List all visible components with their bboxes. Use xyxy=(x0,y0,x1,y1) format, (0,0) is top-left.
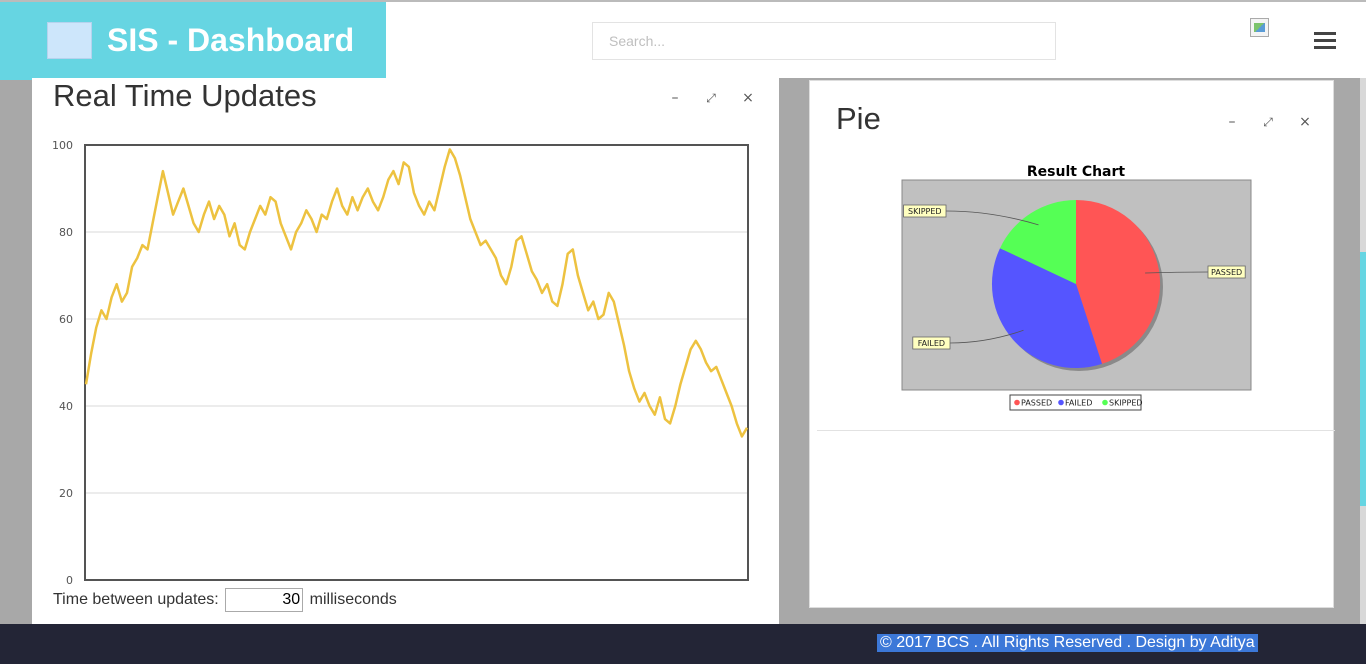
legend-marker xyxy=(1058,399,1064,406)
minimize-icon[interactable]: – xyxy=(671,90,679,106)
legend-entry: PASSED xyxy=(1021,399,1052,408)
pie-label-connector xyxy=(949,329,1024,344)
logo-icon[interactable] xyxy=(47,22,92,59)
y-tick-label: 60 xyxy=(59,313,73,326)
pie-panel-title: Pie xyxy=(836,101,881,136)
y-tick-label: 0 xyxy=(66,574,73,587)
top-bar: SIS - Dashboard xyxy=(0,0,1366,80)
realtime-panel: Real Time Updates – ⤢ × 100 80 60 40 20 0 Tim… xyxy=(32,78,779,624)
update-interval-label: Time between updates: xyxy=(53,591,219,609)
pie-slice-passed[interactable] xyxy=(1076,199,1161,364)
pie-label-box xyxy=(1207,265,1246,279)
pie-label-connector xyxy=(1145,271,1209,274)
legend-entry: FAILED xyxy=(1065,399,1092,408)
close-icon[interactable]: × xyxy=(742,90,754,106)
footer-copyright: © 2017 BCS . All Rights Reserved . Desig… xyxy=(877,634,1258,652)
update-interval-unit: milliseconds xyxy=(309,591,397,609)
legend-marker xyxy=(1102,399,1108,406)
pie-legend-box xyxy=(1009,394,1142,411)
legend-marker xyxy=(1014,399,1020,406)
hamburger-icon[interactable] xyxy=(1314,32,1336,52)
close-icon[interactable]: × xyxy=(1299,114,1311,130)
realtime-panel-title: Real Time Updates xyxy=(53,78,317,113)
pie-slice-label: SKIPPED xyxy=(908,207,942,216)
avatar-icon[interactable] xyxy=(1250,18,1269,37)
y-tick-label: 20 xyxy=(59,487,73,500)
brand-area: SIS - Dashboard xyxy=(0,2,386,80)
pie-label-box xyxy=(903,204,947,218)
pie-slice-skipped[interactable] xyxy=(1000,200,1076,284)
pie-slice-failed[interactable] xyxy=(991,248,1102,369)
minimize-icon[interactable]: – xyxy=(1228,114,1236,130)
y-tick-label: 100 xyxy=(52,139,73,152)
series-line xyxy=(84,148,749,438)
y-tick-label: 40 xyxy=(59,400,73,413)
legend-entry: SKIPPED xyxy=(1109,399,1143,408)
pie-label-box xyxy=(912,336,951,350)
scrollbar-thumb[interactable] xyxy=(1360,252,1366,506)
pie-panel: Pie – ⤢ × Result Chart PASSED FAILED SKIPP… xyxy=(809,80,1335,608)
pie-chart-title: Result Chart xyxy=(1027,164,1126,180)
pie-slice-label: FAILED xyxy=(918,339,945,348)
result-pie-chart: Result Chart PASSED FAILED SKIPPED PASSED F… xyxy=(901,164,1252,411)
search-input[interactable] xyxy=(592,22,1056,60)
y-tick-label: 80 xyxy=(59,226,73,239)
app-title[interactable]: SIS - Dashboard xyxy=(107,22,355,58)
footer: © 2017 BCS . All Rights Reserved . Desig… xyxy=(0,624,1366,664)
update-interval-row: Time between updates: milliseconds xyxy=(53,588,397,612)
panel-divider xyxy=(817,430,1335,431)
expand-icon[interactable]: ⤢ xyxy=(706,91,716,105)
realtime-line-chart: 100 80 60 40 20 0 xyxy=(52,139,749,587)
expand-icon[interactable]: ⤢ xyxy=(1263,115,1273,129)
update-interval-input[interactable] xyxy=(225,588,304,612)
pie-slice-label: PASSED xyxy=(1211,268,1242,277)
plot-area-border xyxy=(84,144,749,581)
pie-label-connector xyxy=(945,210,1039,226)
